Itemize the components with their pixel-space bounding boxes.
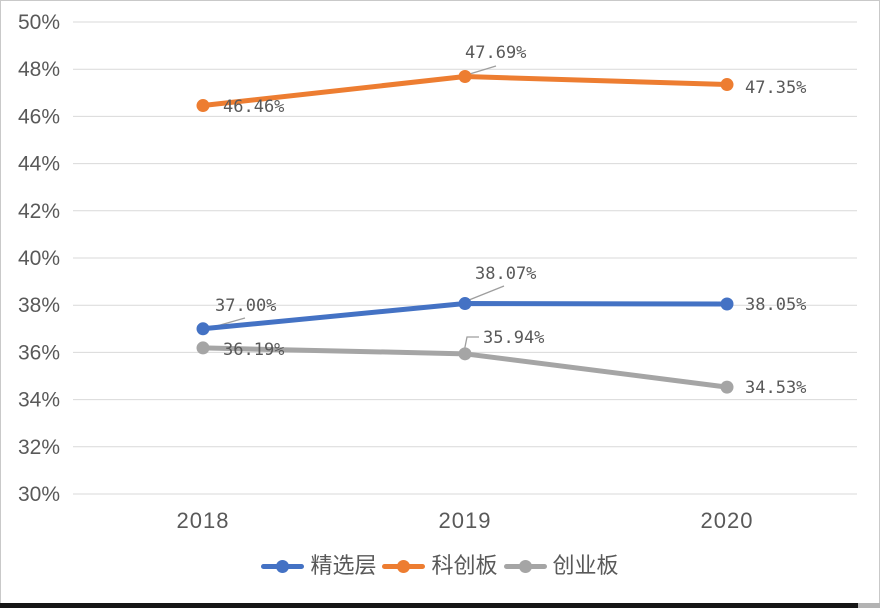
- data-label: 47.35%: [745, 78, 806, 98]
- y-tick-label: 48%: [18, 58, 60, 81]
- data-point: [720, 78, 734, 92]
- series-精选层: [196, 297, 734, 336]
- data-labels: 37.00% 38.07% 38.05% 46.46% 47.69% 47.35% 36.1…: [215, 43, 806, 398]
- y-tick-label: 32%: [18, 436, 60, 459]
- data-point: [458, 70, 472, 84]
- legend-label: 精选层: [310, 553, 377, 578]
- y-tick-label: 30%: [18, 483, 60, 506]
- y-tick-label: 50%: [18, 11, 60, 34]
- data-label: 47.69%: [465, 43, 526, 63]
- data-point: [196, 99, 210, 113]
- y-axis-tick-labels: 50% 48% 46% 44% 42% 40% 38% 36% 34% 32% 30%: [18, 11, 60, 506]
- data-point: [720, 297, 734, 311]
- legend-marker-line-dot-icon: [261, 559, 305, 573]
- data-label: 38.07%: [475, 264, 536, 284]
- x-tick-label: 2019: [439, 508, 492, 533]
- legend-item: 创业板: [503, 552, 619, 580]
- data-label: 46.46%: [223, 97, 284, 117]
- legend-label: 科创板: [431, 553, 498, 578]
- data-point: [196, 322, 210, 336]
- legend-label: 创业板: [552, 553, 619, 578]
- data-point: [458, 297, 472, 311]
- y-tick-label: 44%: [18, 153, 60, 176]
- y-tick-label: 42%: [18, 200, 60, 223]
- series-科创板: [196, 70, 734, 113]
- y-tick-label: 36%: [18, 341, 60, 364]
- data-point: [458, 347, 472, 361]
- x-tick-label: 2020: [701, 508, 754, 533]
- window-bottom-edge-end: [858, 603, 880, 608]
- legend-item: 科创板: [382, 552, 498, 580]
- y-tick-label: 38%: [18, 294, 60, 317]
- chart-legend: 精选层 科创板 创业板: [0, 552, 880, 580]
- x-axis-tick-labels: 2018 2019 2020: [177, 508, 754, 533]
- data-point: [720, 380, 734, 394]
- gridlines: [73, 21, 857, 495]
- data-point: [196, 341, 210, 355]
- legend-marker-line-dot-icon: [503, 559, 547, 573]
- data-label: 38.05%: [745, 295, 806, 315]
- data-label: 36.19%: [223, 340, 284, 360]
- data-label: 37.00%: [215, 296, 276, 316]
- legend-item: 精选层: [261, 552, 376, 580]
- y-tick-label: 40%: [18, 247, 60, 270]
- x-tick-label: 2018: [177, 508, 230, 533]
- y-tick-label: 34%: [18, 389, 60, 412]
- data-label: 35.94%: [483, 328, 544, 348]
- y-tick-label: 46%: [18, 105, 60, 128]
- series-创业板: [196, 341, 734, 394]
- window-bottom-edge: [0, 603, 858, 608]
- leader-line: [463, 336, 479, 353]
- legend-marker-line-dot-icon: [382, 559, 426, 573]
- leader-line: [463, 285, 505, 303]
- data-label: 34.53%: [745, 378, 806, 398]
